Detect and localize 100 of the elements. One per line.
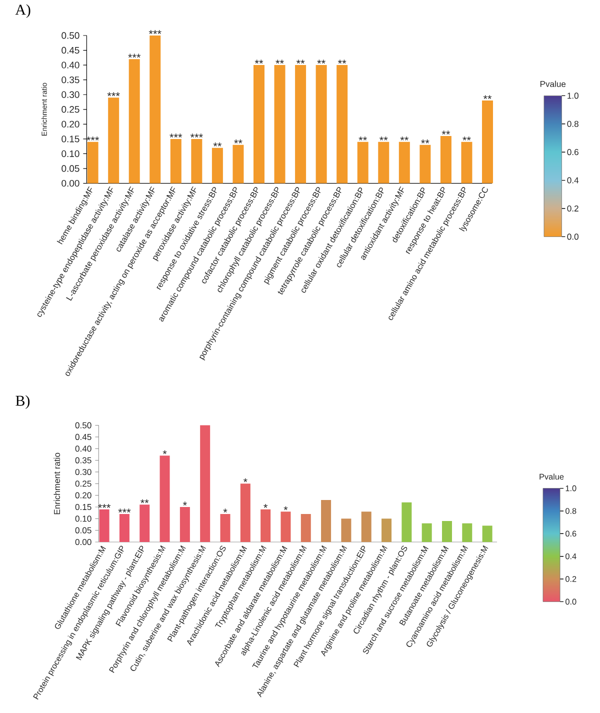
- bar: [462, 523, 472, 542]
- data-label: ***: [170, 134, 182, 138]
- data-label: **: [380, 136, 388, 140]
- color-bar-label: 0.0: [567, 234, 578, 240]
- bar: [461, 142, 472, 184]
- data-label: **: [234, 140, 242, 144]
- color-bar-label: 0.8: [567, 120, 578, 127]
- bar: [253, 65, 264, 184]
- data-label: *: [264, 504, 268, 508]
- bar: [420, 144, 431, 184]
- y-tick-label: 0.10: [62, 150, 80, 158]
- bar: [108, 98, 120, 184]
- bar: [482, 526, 492, 542]
- bar: [361, 512, 372, 542]
- data-label: ***: [118, 508, 131, 513]
- bar: [440, 136, 452, 184]
- bar: [191, 138, 202, 184]
- chart-title: B): [16, 395, 30, 409]
- y-tick-label: 0.20: [75, 492, 92, 498]
- y-axis-title: Enrichment ratio: [54, 452, 60, 514]
- bar: [212, 148, 223, 184]
- bar: [119, 514, 130, 542]
- bar: [442, 520, 452, 542]
- color-bar-label: 0.6: [566, 530, 576, 537]
- color-bar-label: 0.2: [567, 205, 578, 212]
- bar: [170, 138, 182, 184]
- data-label: ***: [190, 134, 203, 138]
- bar: [274, 65, 286, 184]
- data-label: *: [182, 502, 187, 506]
- data-label: ***: [107, 92, 120, 96]
- bar: [402, 502, 412, 542]
- bar: [160, 456, 170, 542]
- y-tick-label: 0.40: [75, 446, 92, 452]
- color-bar-label: 1.0: [568, 92, 578, 99]
- bar: [316, 65, 327, 184]
- y-tick-label: 0.40: [62, 62, 80, 68]
- data-label: **: [421, 140, 430, 144]
- data-label: **: [254, 60, 264, 64]
- y-tick-label: 0.10: [75, 516, 92, 522]
- y-tick-label: 0.05: [62, 165, 80, 172]
- y-tick-label: 0.20: [62, 120, 80, 128]
- bar: [280, 512, 291, 542]
- y-tick-label: 0.15: [62, 136, 80, 142]
- bar: [180, 506, 190, 542]
- y-tick-label: 0.50: [62, 32, 80, 39]
- data-label: **: [358, 136, 367, 140]
- bar: [200, 425, 210, 542]
- color-bar-label: 0.0: [566, 598, 576, 605]
- y-tick-label: 0.45: [75, 434, 92, 440]
- bar: [150, 35, 161, 184]
- y-tick-label: 0.00: [62, 180, 80, 187]
- data-label: **: [140, 499, 149, 504]
- data-label: **: [400, 136, 408, 140]
- bar: [295, 65, 306, 184]
- bar: [240, 484, 250, 542]
- data-label: **: [213, 142, 222, 146]
- data-label: **: [338, 60, 346, 64]
- data-label: ***: [148, 30, 162, 34]
- bar: [398, 142, 410, 184]
- bar: [99, 509, 110, 542]
- data-label: *: [223, 508, 228, 513]
- data-label: ***: [128, 54, 141, 58]
- y-tick-label: 0.35: [62, 76, 80, 84]
- data-label: **: [462, 136, 471, 140]
- y-tick-label: 0.30: [62, 91, 80, 98]
- bar: [128, 59, 140, 184]
- color-bar-label: 0.2: [566, 576, 576, 582]
- bar: [260, 509, 271, 542]
- y-tick-label: 0.35: [75, 457, 92, 464]
- color-bar-label: 0.4: [567, 177, 579, 184]
- data-label: **: [442, 130, 450, 135]
- y-tick-label: 0.25: [62, 106, 80, 113]
- color-bar-title: Pvalue: [540, 80, 566, 88]
- bar: [321, 500, 332, 542]
- bar: [482, 100, 493, 184]
- data-label: **: [296, 60, 305, 64]
- bar: [336, 65, 348, 184]
- bar: [87, 142, 98, 184]
- bar: [378, 142, 390, 184]
- bar: [357, 142, 368, 184]
- data-label: ***: [98, 504, 111, 508]
- y-tick-label: 0.50: [75, 422, 92, 428]
- data-label: **: [276, 60, 284, 64]
- y-tick-label: 0.30: [75, 468, 92, 476]
- data-label: **: [483, 95, 492, 100]
- color-bar-label: 1.0: [566, 485, 576, 492]
- bar: [300, 514, 311, 542]
- bar: [382, 518, 392, 542]
- y-tick-label: 0.05: [75, 527, 92, 534]
- color-bar-label: 0.6: [567, 149, 578, 156]
- y-tick-label: 0.45: [62, 46, 80, 54]
- bar: [422, 523, 432, 542]
- color-bar-label: 0.8: [566, 508, 576, 514]
- data-label: **: [317, 60, 326, 64]
- bar: [140, 504, 150, 542]
- color-bar-label: 0.4: [566, 553, 576, 560]
- color-bar-title: Pvalue: [540, 474, 564, 480]
- y-tick-label: 0.15: [75, 504, 92, 510]
- bar: [232, 144, 244, 184]
- bar: [341, 518, 352, 542]
